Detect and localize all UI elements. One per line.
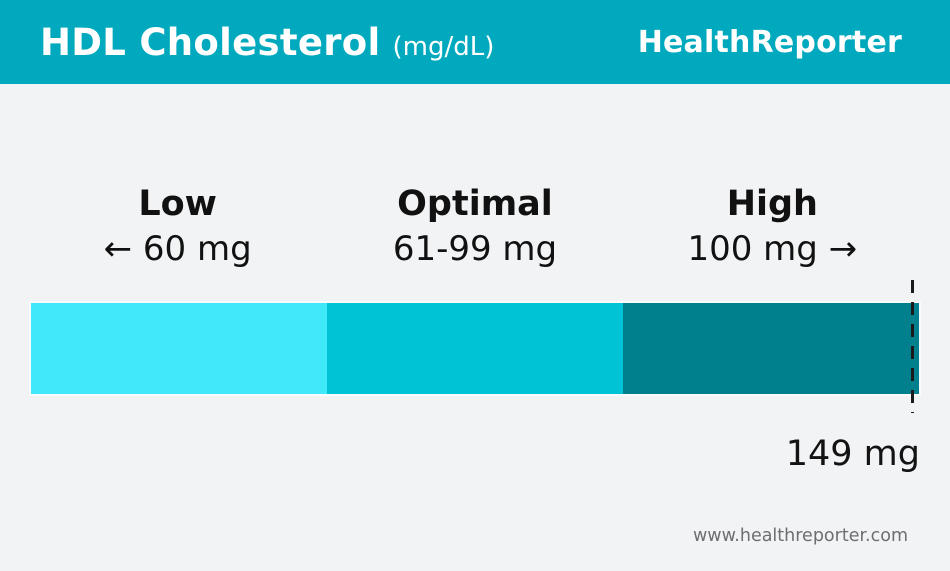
range-value-low: ← 60 mg [103, 229, 252, 269]
scale-bar [29, 301, 921, 396]
page-title: HDL Cholesterol (mg/dL) [40, 21, 494, 64]
range-value-optimal: 61-99 mg [392, 229, 558, 269]
website-url: www.healthreporter.com [692, 526, 908, 546]
segment-high [623, 303, 919, 394]
segment-optimal [327, 303, 623, 394]
marker-value-label: 149 mg [785, 434, 920, 474]
range-name-high: High [726, 184, 818, 224]
brand-logo: HealthReporter [637, 24, 902, 60]
range-label-optimal: Optimal 61-99 mg [326, 182, 623, 273]
header: HDL Cholesterol (mg/dL) HealthReporter [0, 0, 950, 84]
range-value-high: 100 mg → [687, 229, 858, 269]
range-label-high: High 100 mg → [624, 182, 921, 273]
chart-unit: (mg/dL) [392, 31, 495, 62]
range-labels: Low ← 60 mg Optimal 61-99 mg High 100 mg… [29, 182, 921, 273]
marker-dashed-line [911, 280, 914, 413]
range-label-low: Low ← 60 mg [29, 182, 326, 273]
segment-low [31, 303, 327, 394]
chart-title: HDL Cholesterol [40, 20, 381, 64]
range-name-low: Low [138, 184, 217, 224]
range-name-optimal: Optimal [397, 184, 553, 224]
